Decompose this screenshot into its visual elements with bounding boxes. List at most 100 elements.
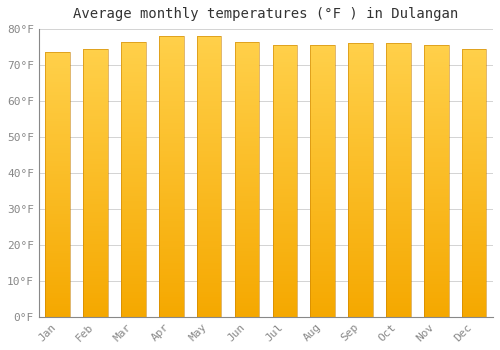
Bar [121, 176, 146, 179]
Bar [310, 252, 335, 254]
Bar [310, 181, 335, 184]
Bar [159, 78, 184, 81]
Bar [462, 204, 486, 207]
Bar [386, 164, 410, 167]
Bar [197, 67, 222, 70]
Bar [272, 271, 297, 273]
Bar [462, 68, 486, 70]
Bar [310, 148, 335, 151]
Bar [234, 116, 260, 119]
Bar [310, 138, 335, 140]
Bar [121, 198, 146, 201]
Bar [159, 168, 184, 171]
Bar [424, 249, 448, 252]
Bar [121, 179, 146, 182]
Bar [197, 188, 222, 190]
Bar [272, 306, 297, 309]
Bar [46, 142, 70, 145]
Bar [121, 99, 146, 102]
Bar [386, 161, 410, 164]
Bar [348, 265, 373, 268]
Bar [46, 179, 70, 182]
Bar [197, 95, 222, 98]
Bar [462, 116, 486, 119]
Bar [272, 140, 297, 143]
Bar [462, 207, 486, 210]
Bar [424, 257, 448, 260]
Bar [46, 274, 70, 277]
Bar [197, 174, 222, 176]
Bar [310, 276, 335, 279]
Bar [386, 314, 410, 317]
Bar [159, 126, 184, 129]
Bar [424, 148, 448, 151]
Bar [159, 56, 184, 59]
Bar [46, 198, 70, 201]
Bar [197, 146, 222, 148]
Bar [310, 195, 335, 197]
Bar [84, 92, 108, 94]
Bar [84, 287, 108, 290]
Bar [46, 214, 70, 216]
Bar [121, 166, 146, 168]
Bar [159, 250, 184, 252]
Bar [272, 102, 297, 105]
Bar [310, 192, 335, 195]
Bar [386, 68, 410, 71]
Bar [159, 70, 184, 73]
Bar [348, 101, 373, 104]
Bar [272, 222, 297, 224]
Bar [424, 156, 448, 159]
Bar [424, 159, 448, 162]
Bar [84, 204, 108, 207]
Bar [424, 113, 448, 116]
Bar [310, 135, 335, 138]
Bar [84, 244, 108, 247]
Bar [272, 189, 297, 192]
Bar [386, 270, 410, 273]
Bar [272, 314, 297, 317]
Bar [462, 210, 486, 212]
Bar [121, 108, 146, 111]
Bar [46, 134, 70, 137]
Bar [46, 119, 70, 121]
Bar [462, 279, 486, 282]
Bar [272, 48, 297, 51]
Bar [310, 156, 335, 159]
Bar [159, 174, 184, 176]
Bar [424, 72, 448, 75]
Bar [121, 256, 146, 259]
Bar [197, 104, 222, 106]
Bar [462, 303, 486, 306]
Bar [234, 80, 260, 83]
Bar [159, 208, 184, 210]
Bar [121, 89, 146, 91]
Bar [234, 287, 260, 289]
Bar [386, 183, 410, 186]
Bar [46, 140, 70, 142]
Bar [386, 131, 410, 134]
Bar [348, 295, 373, 298]
Bar [159, 95, 184, 98]
Bar [234, 105, 260, 108]
Bar [310, 208, 335, 211]
Bar [159, 73, 184, 76]
Bar [348, 120, 373, 123]
Bar [424, 78, 448, 80]
Bar [121, 72, 146, 75]
Bar [310, 203, 335, 205]
Bar [197, 286, 222, 289]
Bar [234, 298, 260, 300]
Bar [234, 243, 260, 245]
Bar [121, 284, 146, 287]
Bar [272, 59, 297, 62]
Bar [197, 314, 222, 317]
Bar [46, 264, 70, 267]
Bar [197, 227, 222, 230]
Bar [121, 220, 146, 223]
Bar [46, 222, 70, 224]
Bar [46, 211, 70, 214]
Bar [424, 222, 448, 224]
Bar [386, 287, 410, 289]
Bar [386, 257, 410, 259]
